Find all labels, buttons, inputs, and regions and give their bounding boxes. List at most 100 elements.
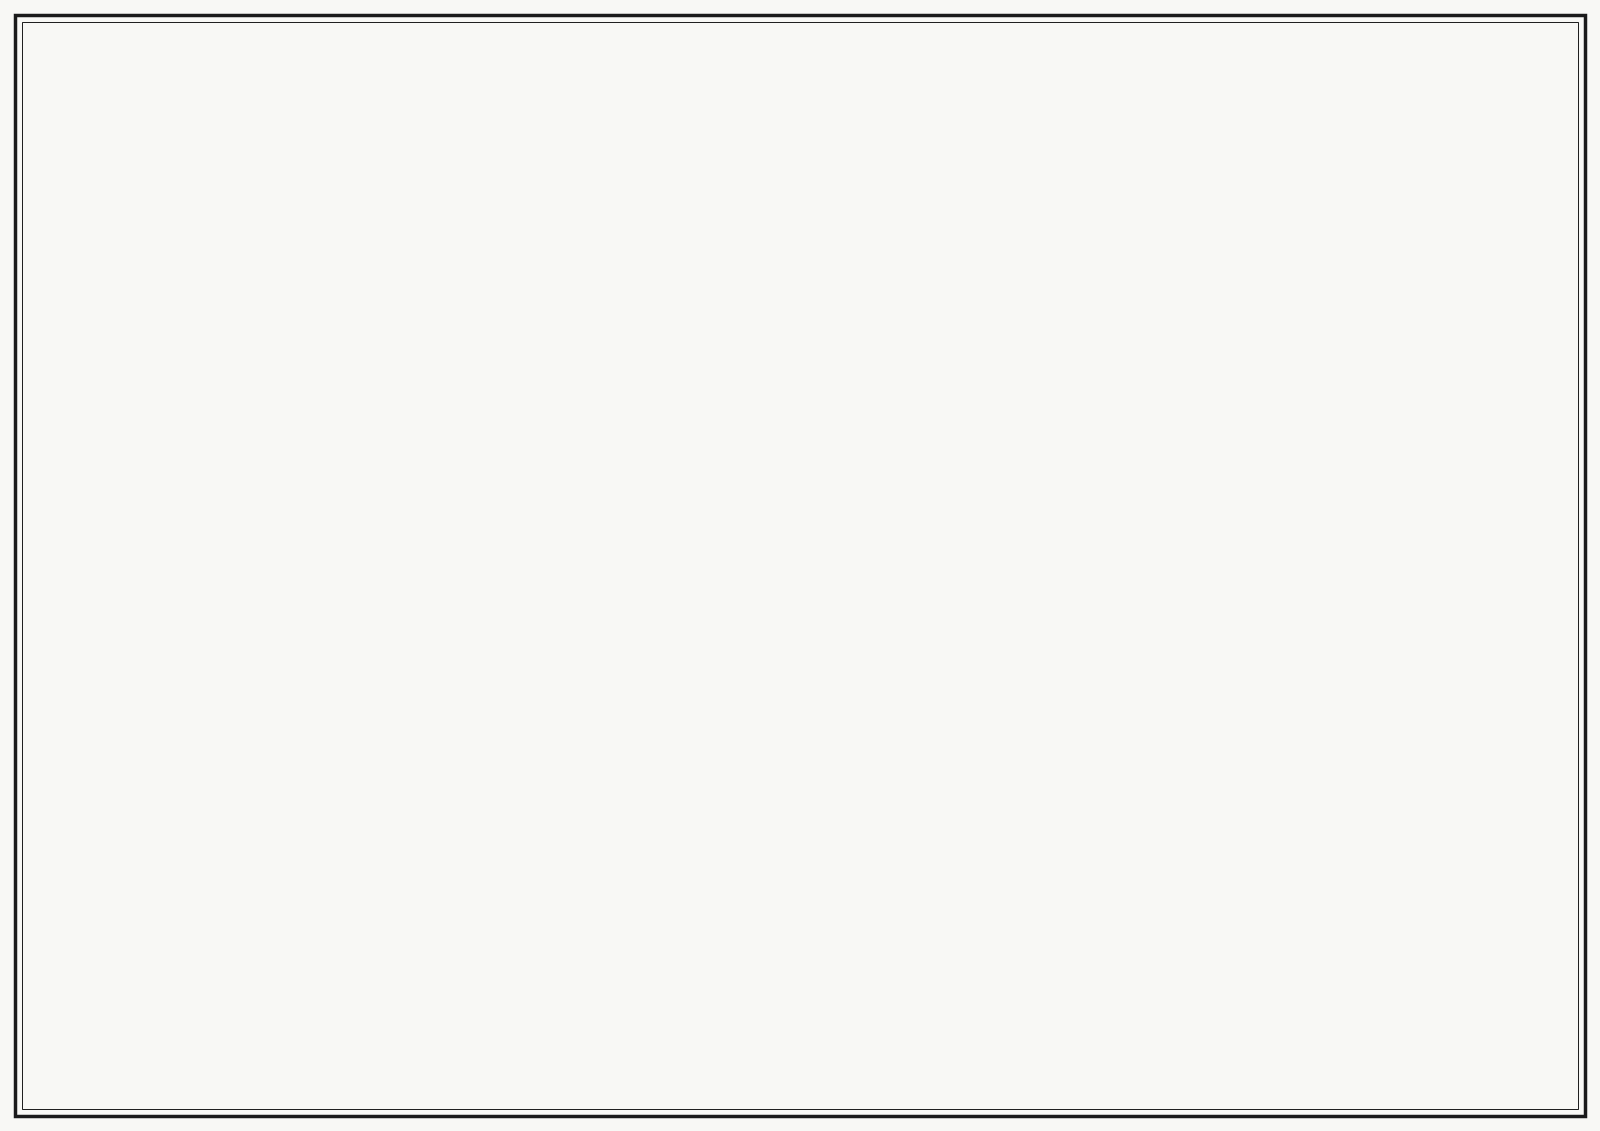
Bar <box>90 720 141 735</box>
Text: 回填砾料: 回填砾料 <box>587 835 603 841</box>
Text: www.znzmo.com: www.znzmo.com <box>1482 638 1558 687</box>
Text: 3600: 3600 <box>166 1088 182 1093</box>
Bar <box>80 455 150 470</box>
Text: 13: 13 <box>531 1024 539 1030</box>
Text: www.znzmo.com: www.znzmo.com <box>42 249 118 299</box>
Bar <box>106 185 165 240</box>
Bar <box>165 60 214 115</box>
Text: C20底板: C20底板 <box>726 665 754 674</box>
Text: ▽ -6.315: ▽ -6.315 <box>1490 447 1520 454</box>
Text: m²: m² <box>653 818 662 823</box>
Text: www.znzmo.com: www.znzmo.com <box>42 831 118 881</box>
Text: 3600: 3600 <box>581 29 598 35</box>
Bar <box>22 388 510 645</box>
Text: www.znzmo.com: www.znzmo.com <box>1002 638 1078 687</box>
Text: ▽ -4.500: ▽ -4.500 <box>1490 428 1520 433</box>
Text: 进口: 进口 <box>712 154 718 159</box>
Bar <box>1250 930 1560 1074</box>
Text: 18000: 18000 <box>304 31 326 36</box>
Bar <box>165 185 214 240</box>
Text: www.znzmo.com: www.znzmo.com <box>522 1026 598 1074</box>
Text: www.znzmo.com: www.znzmo.com <box>282 638 358 687</box>
Text: www.znzmo.com: www.znzmo.com <box>282 249 358 299</box>
Text: www.znzmo.com: www.znzmo.com <box>282 1026 358 1074</box>
Text: ▽ ±0.000(设计洪水顶面): ▽ ±0.000(设计洪水顶面) <box>510 558 566 563</box>
Text: 100: 100 <box>170 1072 181 1078</box>
Text: 749.4: 749.4 <box>840 818 861 823</box>
Text: 防水层: 防水层 <box>589 852 602 858</box>
Text: 混凝土镇墩: 混凝土镇墩 <box>584 904 606 910</box>
Text: m²: m² <box>653 1024 662 1030</box>
Text: 324: 324 <box>843 835 856 840</box>
Bar <box>1379 430 1480 460</box>
Text: 钉筏?1?键 ??筏?3.5d,进筏?4?2d,混凝土保护?225;: 钉筏?1?键 ??筏?3.5d,进筏?4?2d,混凝土保护?225; <box>960 837 1090 844</box>
Text: ▽ -1.100: ▽ -1.100 <box>906 146 931 150</box>
Text: 取水井: 取水井 <box>459 197 472 204</box>
Text: www.znzmo.com: www.znzmo.com <box>1002 55 1078 105</box>
Text: DN500给水管: DN500给水管 <box>282 307 318 313</box>
Text: 浆砌石护坡: 浆砌石护坡 <box>46 139 53 161</box>
Text: www.znzmo.com: www.znzmo.com <box>1482 831 1558 881</box>
Bar <box>525 510 555 760</box>
Text: 15: 15 <box>531 1059 539 1064</box>
Bar <box>546 100 706 120</box>
Text: www.znzmo.com: www.znzmo.com <box>1002 249 1078 299</box>
Text: 11000: 11000 <box>51 153 70 157</box>
Circle shape <box>446 187 462 202</box>
Text: 末端200×2380: 末端200×2380 <box>722 973 768 978</box>
Text: 600g: 600g <box>736 870 754 875</box>
Text: C20底板: C20底板 <box>1326 555 1354 564</box>
Text: www.znzmo.com: www.znzmo.com <box>1482 443 1558 493</box>
Text: m: m <box>654 938 661 944</box>
Text: 11860: 11860 <box>480 1088 499 1093</box>
Text: 1820: 1820 <box>506 672 510 688</box>
Bar <box>600 630 880 710</box>
Text: m²: m² <box>653 870 662 875</box>
Text: 土方开挖: 土方开挖 <box>587 1041 603 1047</box>
Text: 12390: 12390 <box>523 150 528 170</box>
Bar <box>165 285 214 345</box>
Text: 浆砖块石: 浆砖块石 <box>587 921 603 927</box>
Text: D: D <box>1443 331 1458 349</box>
Text: 5: 5 <box>533 887 538 892</box>
Text: 900: 900 <box>653 29 667 35</box>
Text: 序号: 序号 <box>530 796 539 805</box>
Text: ID: 1151237983B: ID: 1151237983B <box>1338 1046 1472 1061</box>
Text: 3300: 3300 <box>1522 29 1539 35</box>
Text: www.znzmo.com: www.znzmo.com <box>42 443 118 493</box>
Text: www.znzmo.com: www.znzmo.com <box>42 1026 118 1074</box>
Text: 4.0: 4.0 <box>845 973 856 978</box>
Text: 圆弧溢洪道: 圆弧溢洪道 <box>584 973 606 978</box>
Text: 12315: 12315 <box>538 447 560 454</box>
Text: 10000: 10000 <box>888 507 912 513</box>
Text: m²: m² <box>653 835 662 840</box>
Text: ▽ -7.165: ▽ -7.165 <box>1490 467 1520 473</box>
Text: www.znzmo.com: www.znzmo.com <box>42 55 118 105</box>
Text: 说明: 说明 <box>960 780 971 789</box>
Text: A: A <box>245 693 254 707</box>
Bar <box>520 500 1570 770</box>
Text: 砾石土: 砾石土 <box>584 759 597 766</box>
Text: 12390: 12390 <box>510 140 515 159</box>
Text: www.znzmo.com: www.znzmo.com <box>42 638 118 687</box>
Bar <box>106 60 165 115</box>
Bar <box>450 560 506 601</box>
Text: 单位: 单位 <box>653 796 662 805</box>
Text: 多功能阀: 多功能阀 <box>128 312 142 318</box>
Text: 1: 1 <box>533 818 538 823</box>
Text: www.znzmo.com: www.znzmo.com <box>522 831 598 881</box>
Text: 混凝土盖板: 混凝土盖板 <box>614 106 635 113</box>
Text: 安实密≥0.65: 安实密≥0.65 <box>728 818 762 823</box>
Text: 153.27: 153.27 <box>838 921 862 926</box>
Text: 600: 600 <box>504 31 517 36</box>
Text: 400: 400 <box>704 29 717 35</box>
Text: III — III提水井断面图 1:100: III — III提水井断面图 1:100 <box>123 1100 277 1115</box>
Text: www.znzmo.com: www.znzmo.com <box>1242 249 1318 299</box>
Text: -0.840: -0.840 <box>45 472 67 478</box>
Text: 4568: 4568 <box>32 792 37 808</box>
Text: 12: 12 <box>531 1007 539 1012</box>
Text: 规格或型号: 规格或型号 <box>733 796 757 805</box>
Text: 1:100: 1:100 <box>338 665 373 677</box>
Text: 厘20mm: 厘20mm <box>731 1024 758 1030</box>
Text: 1:100: 1:100 <box>702 511 738 525</box>
